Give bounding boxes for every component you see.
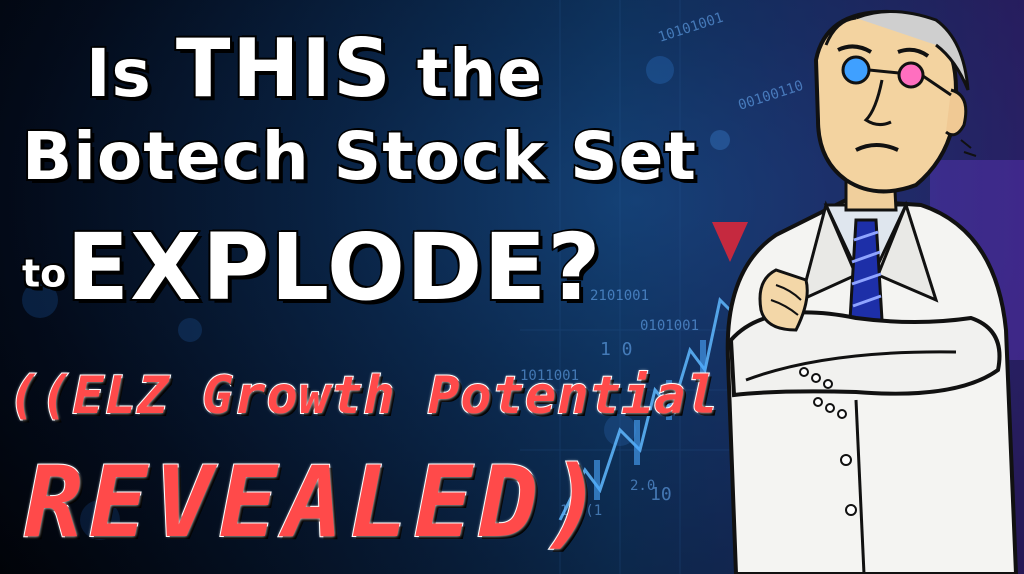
- bg-digit-text: 1 0: [600, 339, 633, 360]
- headline-emphasis: EXPLODE?: [65, 213, 602, 323]
- headline-word: the: [415, 34, 544, 114]
- bg-digit-text: 0101001: [640, 318, 699, 334]
- red-arrow-down-icon: [712, 222, 748, 262]
- bg-digit-text: 10 (1: [560, 503, 602, 519]
- headline-line-2: Biotech Stock Set: [21, 117, 698, 197]
- scientist-illustration-icon: [725, 9, 1019, 574]
- headline-emphasis: THIS: [174, 21, 393, 117]
- headline-word: Is: [85, 34, 153, 114]
- headline-word: to: [20, 250, 67, 297]
- bg-digit-text: 1011001: [520, 368, 579, 384]
- bg-digit-text: 2101001: [590, 288, 649, 304]
- subheadline-line-2: REVEALED): [23, 445, 610, 561]
- headline-line-3: toEXPLODE?: [20, 213, 602, 323]
- bg-digit-text: 10: [650, 484, 672, 505]
- bg-digit-text: 2.0: [630, 478, 655, 494]
- subheadline-line-1: ((ELZ Growth Potential: [7, 365, 719, 427]
- headline-line-1: Is THIS the: [85, 21, 544, 117]
